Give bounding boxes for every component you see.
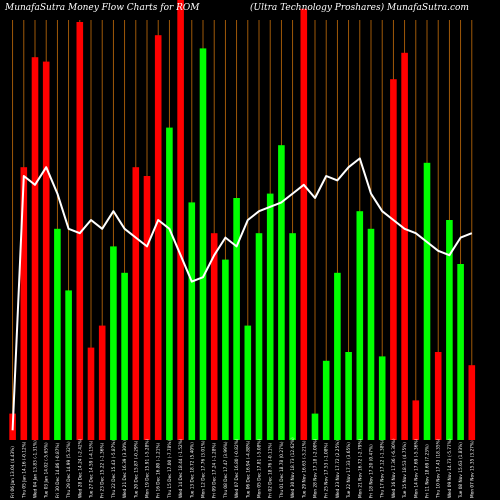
x-tick-label: Wed 16 Nov 17.36 (-6.30%) xyxy=(391,438,397,498)
x-tick-label: Fri 30 Dec 14.86 (-0.87%) xyxy=(55,442,61,498)
x-tick-label: Thu 08 Dec 17.47 (3.99%) xyxy=(223,441,229,499)
x-tick-label: Tue 03 Jan 14.02 (-5.65%) xyxy=(44,442,50,499)
x-tick-label: Mon 14 Nov 17.69 (-5.36%) xyxy=(413,438,419,498)
x-tick-label: Thu 10 Nov 17.43 (18.35%) xyxy=(436,438,442,499)
bar xyxy=(143,176,151,440)
bar xyxy=(300,8,308,441)
bar xyxy=(98,325,106,440)
bar xyxy=(166,127,173,440)
x-tick-label: Thu 22 Dec 15.43 (-5.87%) xyxy=(111,440,117,499)
x-tick-label: Mon 07 Nov 15.35 (3.27%) xyxy=(469,440,475,498)
x-tick-labels: Fri 06 Jan 13.04 (4.43%) Thu 05 Jan 14.16… xyxy=(10,437,475,499)
x-tick-label: Tue 27 Dec 14.59 (-4.15%) xyxy=(89,440,95,499)
bar xyxy=(412,400,420,440)
bar xyxy=(446,220,453,440)
x-tick-label: Mon 21 Nov 16.72 (-2.79%) xyxy=(357,438,363,498)
bar xyxy=(54,228,61,440)
x-tick-label: Fri 16 Dec 16.80 (-1.21%) xyxy=(156,442,162,498)
bar xyxy=(177,0,184,440)
x-tick-label: Fri 02 Dec 18.76 (-0.11%) xyxy=(268,442,274,498)
x-tick-label: Thu 29 Dec 14.99 (5.32%) xyxy=(66,441,72,499)
x-tick-label: Tue 22 Nov 17.33 (3.65%) xyxy=(346,442,352,499)
x-tick-label: Tue 20 Dec 15.87 (-0.29%) xyxy=(133,440,139,499)
x-tick-label: Thu 01 Dec 18.78 (0.27%) xyxy=(279,441,285,499)
x-tick-label: Mon 19 Dec 15.91 (-5.28%) xyxy=(145,439,151,498)
x-tick-label: Mon 12 Dec 17.76 (3.01%) xyxy=(201,440,207,498)
bar xyxy=(154,35,162,440)
bar xyxy=(244,325,252,440)
x-tick-label: Wed 30 Nov 18.73 (12.62%) xyxy=(290,437,296,498)
bar xyxy=(20,167,28,440)
bar xyxy=(468,365,476,440)
bar xyxy=(76,22,84,440)
bar xyxy=(423,162,431,441)
x-tick-label: Fri 09 Dec 17.24 (-1.28%) xyxy=(212,442,218,498)
x-tick-label: Wed 23 Nov 17.72 (2.25%) xyxy=(335,440,341,498)
x-tick-label: Fri 18 Nov 17.20 (0.47%) xyxy=(369,444,375,498)
bar xyxy=(345,352,352,440)
x-tick-label: Wed 09 Nov 14.73 (-5.77%) xyxy=(447,438,453,498)
bar xyxy=(322,360,330,440)
x-tick-label: Tue 08 Nov 15.63 (1.83%) xyxy=(458,442,464,499)
line-series xyxy=(11,157,473,431)
bar xyxy=(334,272,341,440)
x-tick-label: Tue 13 Dec 18.72 (5.40%) xyxy=(189,442,195,499)
bar xyxy=(210,233,218,440)
x-tick-label: Tue 06 Dec 16.94 (-4.88%) xyxy=(245,440,251,499)
bar xyxy=(311,413,319,440)
bar xyxy=(255,233,263,440)
x-tick-label: Wed 14 Dec 18.44 (-1.52%) xyxy=(178,438,184,498)
x-tick-label: Wed 07 Dec 16.80 (-0.82%) xyxy=(234,438,240,498)
x-tick-label: Tue 15 Nov 18.53 (4.75%) xyxy=(402,442,408,499)
chart-header-left: MunafaSutra Money Flow Charts for ROM xyxy=(4,3,200,13)
bar xyxy=(390,79,397,440)
bar xyxy=(378,356,386,440)
bar xyxy=(233,198,240,440)
bar xyxy=(121,272,128,440)
bar xyxy=(31,57,39,440)
x-tick-label: Thu 15 Dec 17.00 (-7.78%) xyxy=(167,440,173,499)
bar-series xyxy=(9,0,476,441)
x-tick-label: Fri 25 Nov 17.53 (-1.08%) xyxy=(324,442,330,498)
bar xyxy=(42,61,50,440)
x-tick-label: Mon 05 Dec 17.81 (-5.08%) xyxy=(257,439,263,498)
bar xyxy=(457,264,464,440)
x-tick-label: Fri 23 Dec 15.22 (-1.36%) xyxy=(100,442,106,498)
bar xyxy=(266,193,274,440)
x-tick-label: Thu 17 Nov 17.12 (-1.38%) xyxy=(380,439,386,499)
bar xyxy=(87,347,95,440)
chart-header-right: (Ultra Technology Proshares) MunafaSutra… xyxy=(250,2,469,13)
bar xyxy=(401,52,408,441)
x-tick-label: Mon 28 Nov 17.18 (-2.00%) xyxy=(313,438,319,498)
x-tick-label: Wed 21 Dec 16.39 (3.30%) xyxy=(122,440,128,498)
x-tick-label: Fri 06 Jan 13.04 (4.43%) xyxy=(10,446,16,498)
bar xyxy=(188,202,196,440)
bar xyxy=(65,290,72,440)
bar xyxy=(434,352,442,440)
x-tick-label: Wed 04 Jan 13.83 (-1.31%) xyxy=(33,440,39,498)
x-tick-label: Wed 28 Dec 14.24 (-2.42%) xyxy=(77,438,83,498)
bar xyxy=(367,228,375,440)
x-tick-label: Fri 11 Nov 18.69 (7.23%) xyxy=(425,444,431,498)
bar xyxy=(278,145,285,440)
bar xyxy=(132,167,140,440)
bar xyxy=(110,246,117,440)
bar xyxy=(222,259,229,440)
bar xyxy=(199,48,207,441)
bar xyxy=(356,211,364,440)
bar xyxy=(289,233,296,440)
x-tick-label: Thu 05 Jan 14.16 (-0.12%) xyxy=(21,441,27,499)
x-tick-label: Tue 29 Nov 16.63 (-3.21%) xyxy=(301,440,307,499)
